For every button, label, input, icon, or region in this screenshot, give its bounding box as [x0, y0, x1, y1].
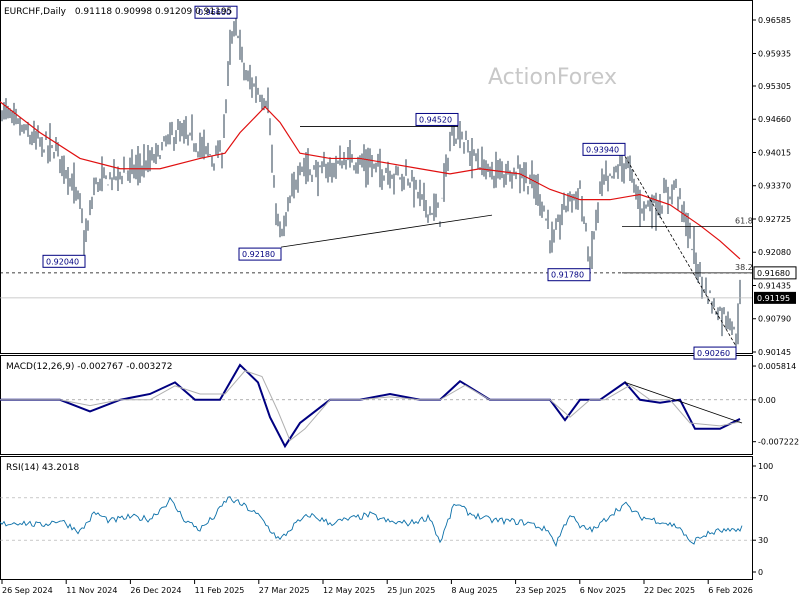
- macd-line: [0, 363, 741, 449]
- x-tick-label: 27 Mar 2025: [259, 586, 310, 595]
- rsi-plot: [0, 496, 752, 548]
- rsi-line: [0, 496, 743, 548]
- x-tick-label: 25 Jun 2025: [387, 586, 435, 595]
- price-y-tick-label: 0.93370: [758, 182, 791, 191]
- x-tick-label: 22 Dec 2025: [644, 586, 695, 595]
- macd-plot: [0, 363, 752, 449]
- watermark: ActionForex: [488, 65, 617, 90]
- macd-title: MACD(12,26,9) -0.002767 -0.003272: [6, 362, 172, 372]
- price-y-tick-label: 0.95305: [758, 82, 791, 91]
- x-tick-label: 6 Feb 2026: [708, 586, 753, 595]
- x-tick-label: 26 Sep 2024: [2, 586, 53, 595]
- price-label: 0.91780: [551, 271, 584, 280]
- price-label-box: [194, 5, 238, 19]
- macd-y-tick-label: 0.005814: [758, 362, 796, 371]
- price-y-tick-label: 0.94660: [758, 115, 791, 124]
- price-y-tick-label: 0.95935: [758, 50, 791, 59]
- price-y-tick-label: 0.92725: [758, 215, 791, 224]
- x-tick-label: 11 Nov 2024: [66, 586, 117, 595]
- price-label-box: [582, 142, 626, 156]
- price-label: 0.93940: [586, 145, 619, 154]
- fib-level-label: 38.2: [735, 263, 753, 272]
- price-y-tick-label: 0.90790: [758, 315, 791, 324]
- x-tick-label: 12 May 2025: [323, 586, 375, 595]
- price-label-box: [238, 247, 282, 261]
- price-label-box: [415, 112, 459, 126]
- price-label: 0.92180: [242, 250, 275, 259]
- chart-header: EURCHF,Daily 0.91118 0.90998 0.91209 0.9…: [4, 7, 232, 17]
- price-y-tick-label: 0.96585: [758, 16, 791, 25]
- price-label: 0.96600: [198, 8, 231, 17]
- macd-y-tick-label: -0.007222: [758, 438, 799, 447]
- x-tick-label: 6 Nov 2025: [580, 586, 626, 595]
- price-y-tick-label: 0.92080: [758, 248, 791, 257]
- rsi-panel-frame: [0, 456, 753, 580]
- price-panel-frame: [0, 0, 753, 354]
- axes-group: 0.96585 0.95935 0.95305 0.94660 0.94015 0.933…: [1, 16, 799, 595]
- price-trendline: [624, 156, 737, 347]
- current-price-tag: 0.91195: [757, 294, 790, 303]
- price-y-tick-label: 0.91435: [758, 281, 791, 290]
- price-label: 0.94520: [419, 115, 452, 124]
- x-tick-label: 8 Aug 2025: [451, 586, 497, 595]
- sma-line: [0, 101, 741, 260]
- support-level-tag: 0.91680: [757, 269, 790, 278]
- rsi-title: RSI(14) 43.2018: [6, 463, 79, 473]
- price-y-tick-label: 0.94015: [758, 148, 791, 157]
- macd-trendline: [624, 381, 743, 424]
- price-trendline: [280, 214, 493, 248]
- ohlc-values: 0.91118 0.90998 0.91209 0.91195: [75, 7, 232, 17]
- price-y-tick-label: 0.90145: [758, 348, 791, 357]
- price-label: 0.92040: [46, 257, 79, 266]
- macd-panel-frame: [0, 355, 753, 455]
- x-tick-label: 11 Feb 2025: [195, 586, 245, 595]
- x-tick-label: 23 Sep 2025: [516, 586, 567, 595]
- macd-signal-line: [0, 370, 741, 442]
- x-tick-label: 26 Dec 2024: [130, 586, 181, 595]
- rsi-y-tick-label: 100: [758, 462, 773, 471]
- current-price-tag-bg: [754, 291, 796, 304]
- support-level-tag-bg: [753, 266, 797, 280]
- symbol-label: EURCHF,Daily: [4, 7, 67, 17]
- macd-y-tick-label: 0.00: [758, 396, 776, 405]
- rsi-y-tick-label: 0: [758, 568, 763, 577]
- price-label-box: [693, 346, 737, 360]
- price-plot: 61.8 38.2 0.96600 0.94520 0.93940 0.92040 0.92…: [0, 5, 753, 360]
- price-label: 0.90260: [697, 349, 730, 358]
- rsi-y-tick-label: 70: [758, 494, 768, 503]
- price-label-box: [547, 268, 591, 282]
- fib-level-label: 61.8: [735, 216, 753, 225]
- price-label-box: [42, 254, 86, 268]
- rsi-y-tick-label: 30: [758, 536, 768, 545]
